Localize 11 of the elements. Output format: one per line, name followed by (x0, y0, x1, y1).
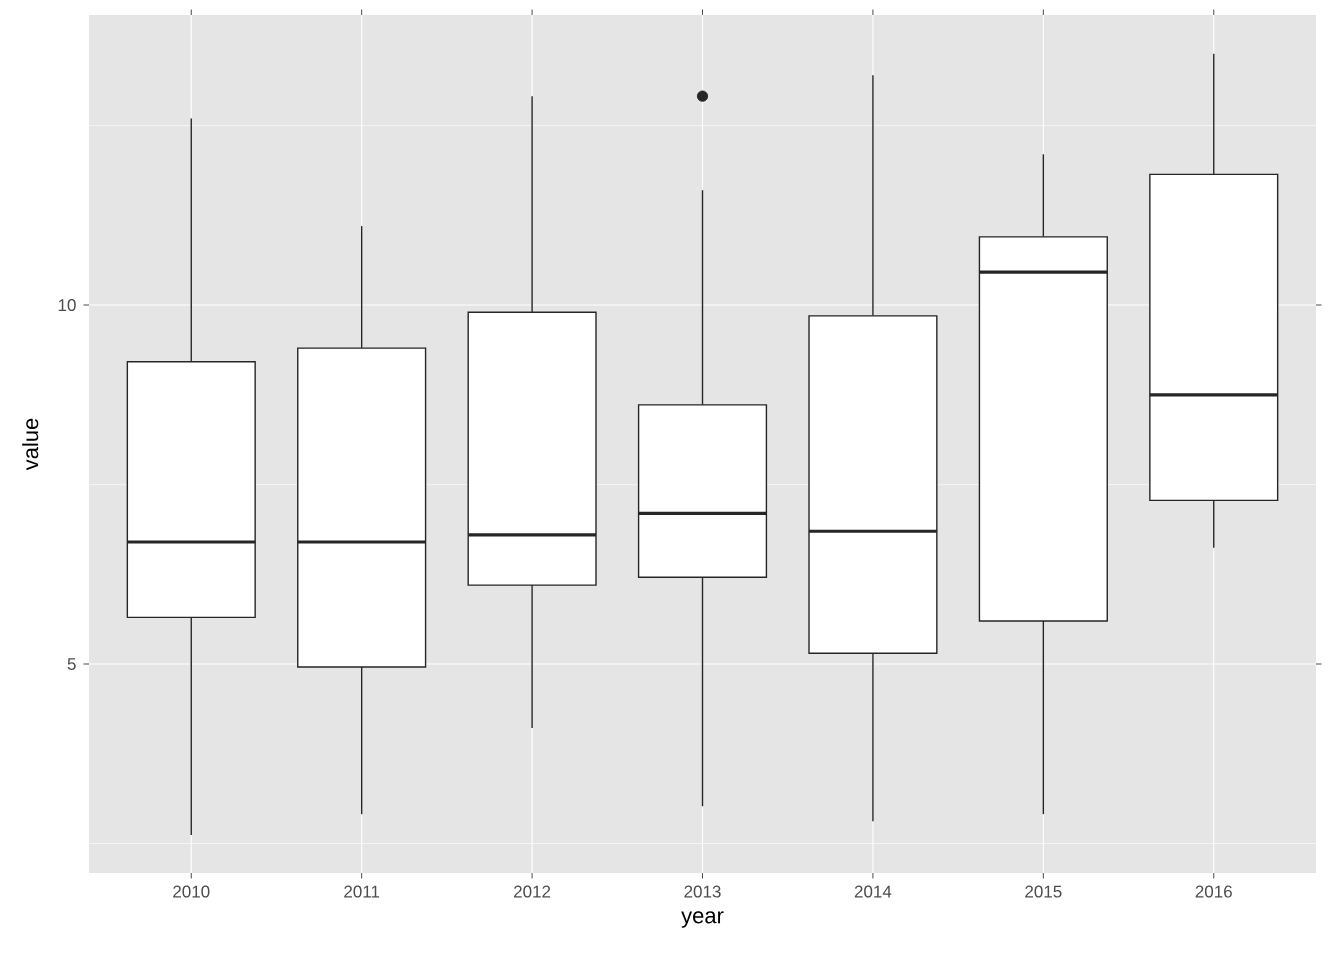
y-axis-title: value (22, 418, 39, 471)
x-tick-label: 2011 (344, 885, 380, 898)
x-tick-label: 2015 (1025, 885, 1062, 898)
x-tick-label: 2010 (173, 885, 210, 898)
x-tick-label: 2014 (854, 885, 892, 898)
x-tick-label: 2013 (684, 885, 721, 898)
x-tick-label: 2016 (1195, 885, 1232, 898)
y-tick-label: 10 (58, 299, 76, 312)
y-tick-label: 5 (67, 658, 76, 670)
x-tick-label: 2012 (514, 885, 551, 898)
x-axis-title: year (681, 911, 724, 928)
